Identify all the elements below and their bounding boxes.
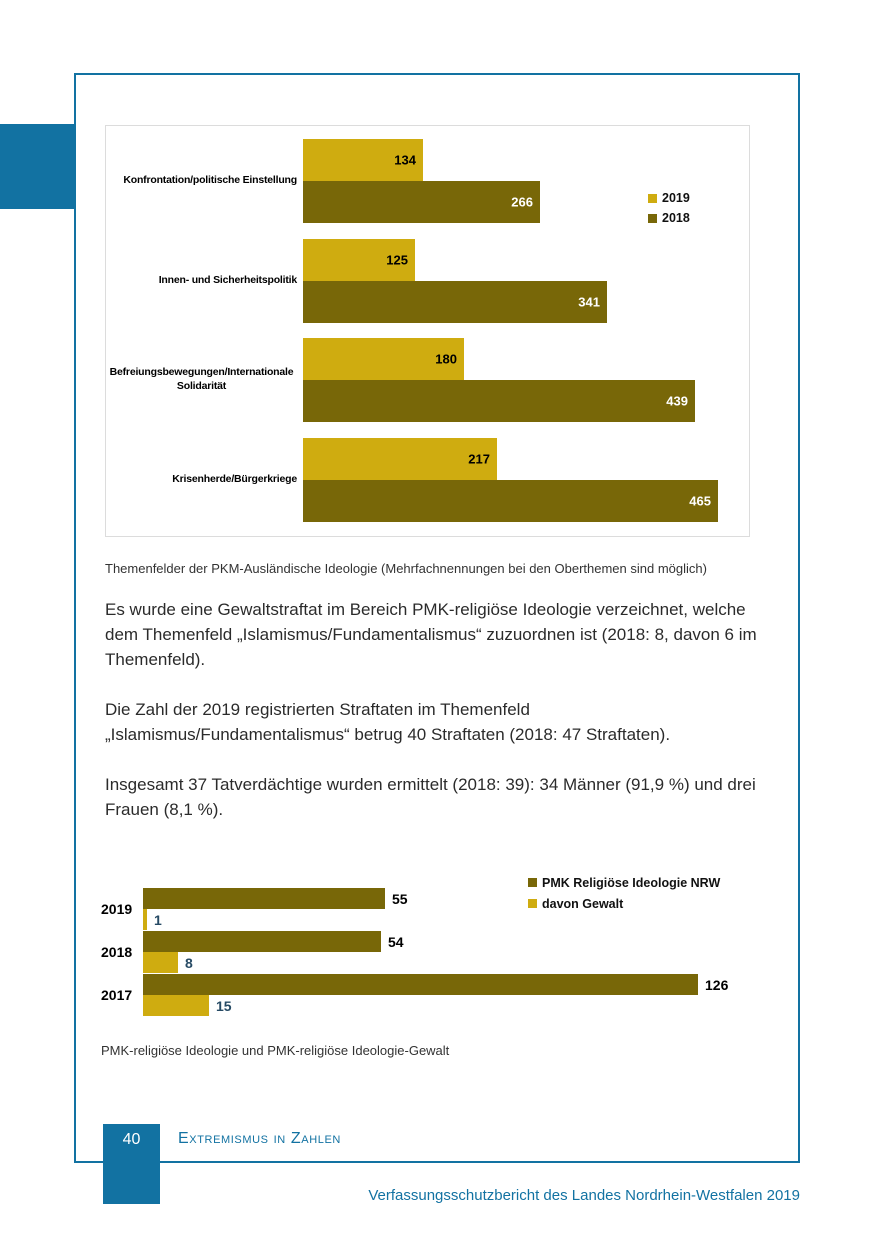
category-label: Befreiungsbewegungen/Internationale Soli… (109, 366, 294, 392)
footer-report-title: Verfassungsschutzbericht des Landes Nord… (368, 1187, 800, 1204)
bar-2019: 217 (303, 438, 497, 480)
bar-pmk-religi-se-ideologie-nrw (143, 888, 385, 909)
legend-label: 2018 (662, 211, 690, 225)
bar-group: Konfrontation/politische Einstellung 134 2… (106, 139, 749, 223)
category-label: Konfrontation/politische Einstellung (123, 174, 297, 187)
bar-value-label: 266 (511, 194, 533, 210)
bar-davon-gewalt (143, 995, 209, 1016)
category-label: 2019 (101, 900, 133, 917)
bar-2019: 180 (303, 338, 464, 380)
bar-pmk-religi-se-ideologie-nrw (143, 974, 698, 995)
legend-entry: 2018 (648, 208, 690, 228)
bar-value-label: 8 (185, 954, 193, 971)
bar-2019: 134 (303, 139, 423, 181)
section-title: Extremismus in Zahlen (178, 1130, 341, 1147)
bar-2018: 341 (303, 281, 607, 323)
chapter-tab (0, 124, 75, 209)
bar-group: Befreiungsbewegungen/Internationale Soli… (106, 338, 749, 422)
bar-row: 180 (303, 338, 464, 380)
legend-label: davon Gewalt (542, 896, 624, 911)
bar-value-label: 15 (216, 997, 232, 1014)
chart-legend: PMK Religiöse Ideologie NRW davon Gewalt (528, 872, 720, 914)
bar-2018: 266 (303, 181, 540, 223)
category-label: Innen- und Sicherheitspolitik (158, 274, 297, 287)
bar-row: 15 (143, 995, 232, 1016)
paragraph-gewaltstraftat: Es wurde eine Gewaltstraftat im Bereich … (105, 600, 757, 669)
page-number: 40 (122, 1131, 141, 1148)
category-label: 2017 (101, 986, 133, 1003)
legend-swatch-icon (528, 899, 537, 908)
chart-legend: 2019 2018 (648, 188, 690, 228)
bar-value-label: 134 (394, 152, 416, 168)
bar-row: 134 (303, 139, 423, 181)
paragraph-straftaten: Die Zahl der 2019 registrierten Straftat… (105, 700, 671, 744)
bar-value-label: 439 (666, 393, 688, 409)
chart1-caption: Themenfelder der PKM-Ausländische Ideolo… (105, 561, 707, 576)
bar-value-label: 55 (392, 890, 408, 907)
bar-row: 125 (303, 239, 415, 281)
legend-entry: PMK Religiöse Ideologie NRW (528, 872, 720, 893)
bar-row: 439 (303, 380, 695, 422)
category-label: Krisenherde/Bürgerkriege (172, 473, 297, 486)
bar-davon-gewalt (143, 952, 178, 973)
bar-value-label: 54 (388, 933, 404, 950)
bar-value-label: 465 (689, 493, 711, 509)
legend-entry: davon Gewalt (528, 893, 720, 914)
category-label: 2018 (101, 943, 133, 960)
bar-row: 55 (143, 888, 408, 909)
bar-value-label: 125 (386, 252, 408, 268)
bar-value-label: 341 (578, 294, 600, 310)
legend-label: PMK Religiöse Ideologie NRW (542, 875, 721, 890)
bar-value-label: 180 (435, 351, 457, 367)
bar-2018: 465 (303, 480, 718, 522)
paragraph-tatverdaechtige: Insgesamt 37 Tatverdächtige wurden ermit… (105, 775, 756, 819)
bar-2018: 439 (303, 380, 695, 422)
bar-value-label: 126 (705, 976, 729, 993)
chart-pmk-religioese-ideologie: 2019 55 1 2018 54 8 2017 126 15 PMK Religiöse Ide… (101, 870, 791, 1022)
legend-swatch-icon (648, 193, 657, 203)
bar-group: 2017 126 15 (101, 974, 791, 1016)
bar-value-label: 217 (468, 451, 490, 467)
bar-group: Krisenherde/Bürgerkriege 217 465 (106, 438, 749, 522)
bar-group: Innen- und Sicherheitspolitik 125 341 (106, 239, 749, 323)
bar-row: 126 (143, 974, 728, 995)
legend-entry: 2019 (648, 188, 690, 208)
bar-pmk-religi-se-ideologie-nrw (143, 931, 381, 952)
page-frame (74, 73, 800, 1163)
legend-swatch-icon (528, 878, 537, 887)
bar-group: 2018 54 8 (101, 931, 791, 973)
bar-row: 8 (143, 952, 193, 973)
bar-davon-gewalt (143, 909, 147, 930)
bar-group: 2019 55 1 (101, 888, 791, 930)
bar-2019: 125 (303, 239, 415, 281)
legend-swatch-icon (648, 213, 657, 223)
page-number-box: 40 (103, 1124, 160, 1204)
bar-row: 341 (303, 281, 607, 323)
bar-row: 266 (303, 181, 540, 223)
bar-row: 1 (143, 909, 162, 930)
legend-label: 2019 (662, 191, 690, 205)
bar-row: 217 (303, 438, 497, 480)
bar-value-label: 1 (154, 911, 162, 928)
bar-row: 54 (143, 931, 404, 952)
bar-row: 465 (303, 480, 718, 522)
chart-themenfelder-pkm: Konfrontation/politische Einstellung 134 2… (105, 125, 750, 537)
chart2-caption: PMK-religiöse Ideologie und PMK-religiös… (101, 1043, 450, 1058)
